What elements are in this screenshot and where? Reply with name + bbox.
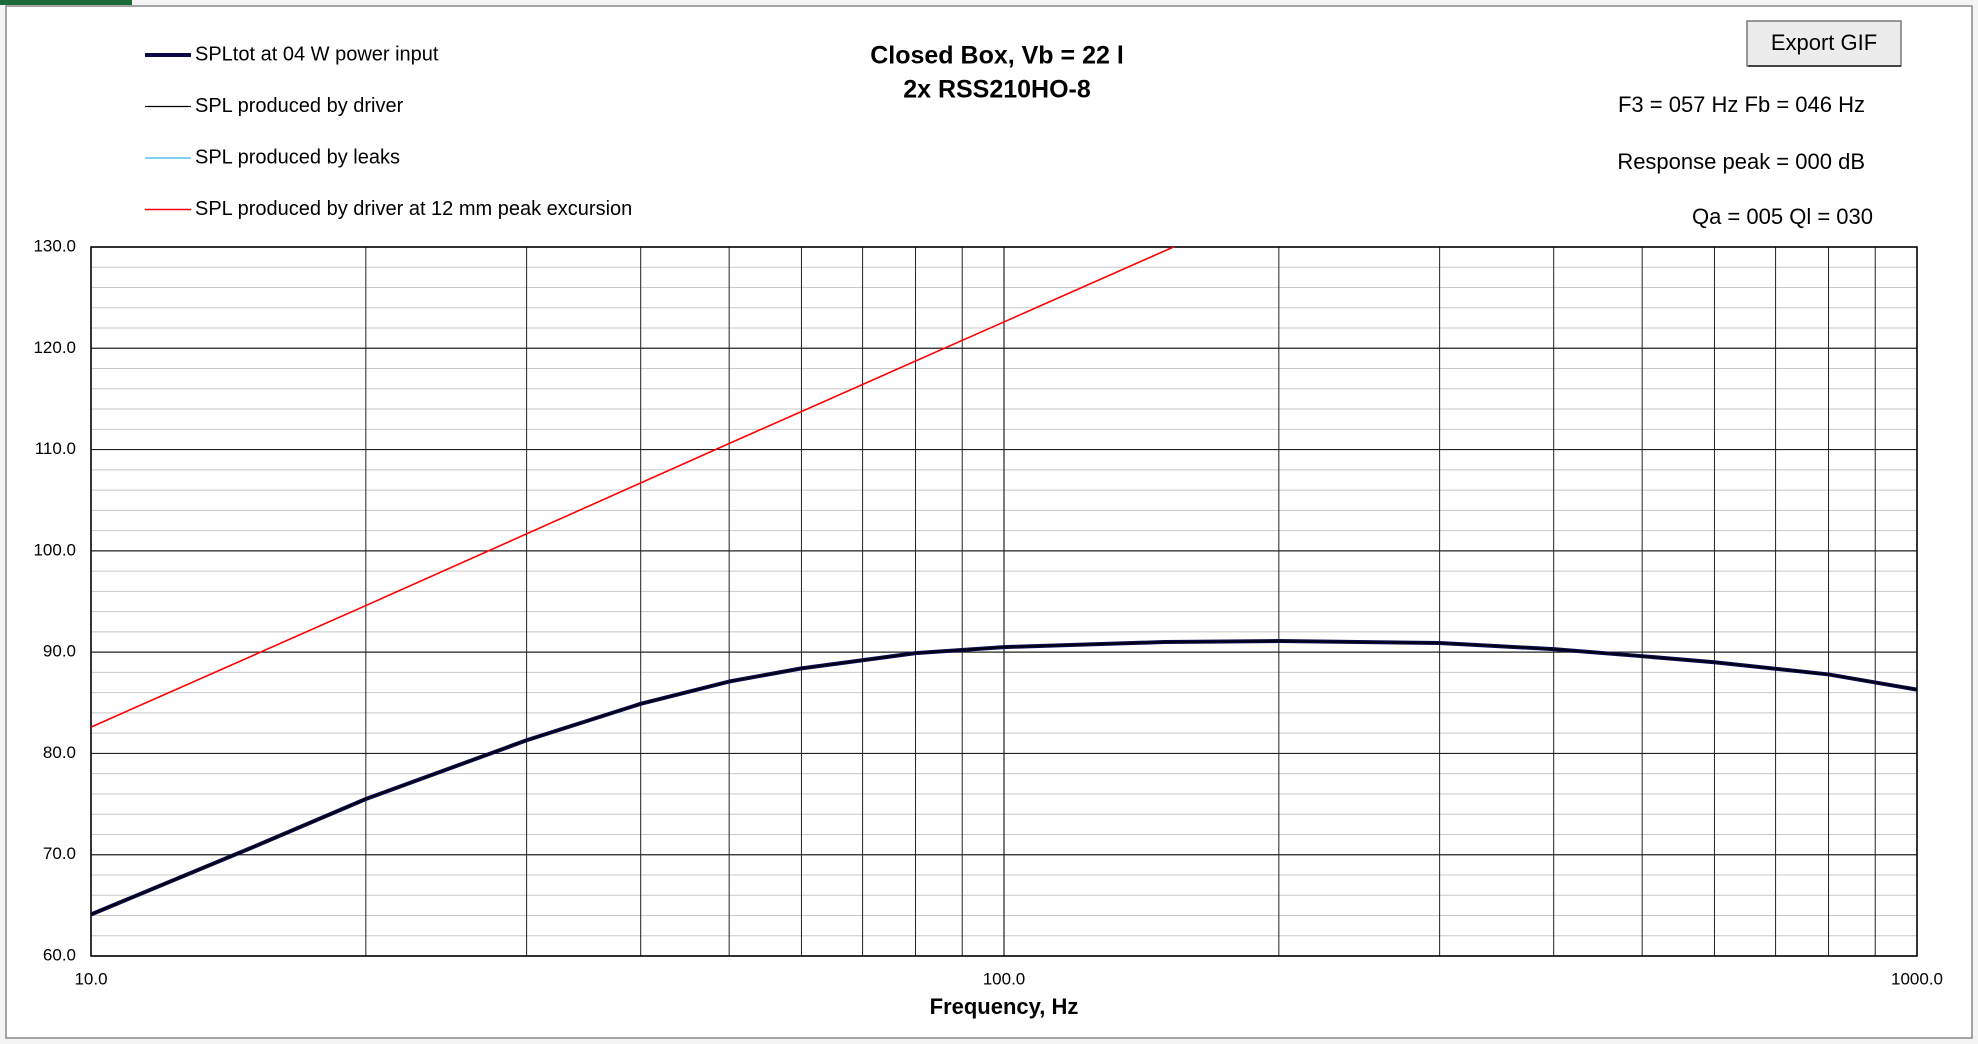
y-tick-label: 130.0 (33, 236, 76, 255)
x-tick-label: 1000.0 (1891, 969, 1943, 988)
legend-label: SPL produced by leaks (195, 146, 400, 168)
y-tick-label: 70.0 (43, 844, 76, 863)
export-button[interactable]: Export GIF (1746, 20, 1902, 67)
chart-subtitle: 2x RSS210HO-8 (903, 76, 1091, 104)
legend-label: SPLtot at 04 W power input (195, 43, 439, 65)
legend-label: SPL produced by driver (195, 95, 404, 117)
y-tick-label: 60.0 (43, 945, 76, 964)
x-axis-label: Frequency, Hz (930, 994, 1079, 1019)
annotation: Response peak = 000 dB (1617, 149, 1865, 174)
y-tick-label: 110.0 (35, 439, 76, 458)
x-tick-label: 10.0 (74, 969, 107, 988)
chart-frame (5, 5, 1973, 1039)
annotation: F3 = 057 Hz Fb = 046 Hz (1618, 92, 1865, 117)
y-tick-label: 120.0 (33, 338, 76, 357)
y-tick-label: 100.0 (33, 540, 76, 559)
x-tick-label: 100.0 (983, 969, 1026, 988)
annotation: Qa = 005 Ql = 030 (1692, 204, 1873, 229)
chart-title: Closed Box, Vb = 22 l (870, 42, 1124, 70)
plot-border (90, 246, 1918, 957)
button-label[interactable]: Export GIF (1771, 30, 1877, 55)
button-face[interactable] (1746, 20, 1902, 67)
y-tick-label: 80.0 (43, 743, 76, 762)
plot-lines (91, 247, 1917, 917)
legend-label: SPL produced by driver at 12 mm peak exc… (195, 198, 632, 220)
y-tick-label: 90.0 (43, 642, 76, 661)
cell-selection (0, 0, 132, 5)
series-line (91, 247, 1176, 728)
series-line (91, 640, 1917, 916)
